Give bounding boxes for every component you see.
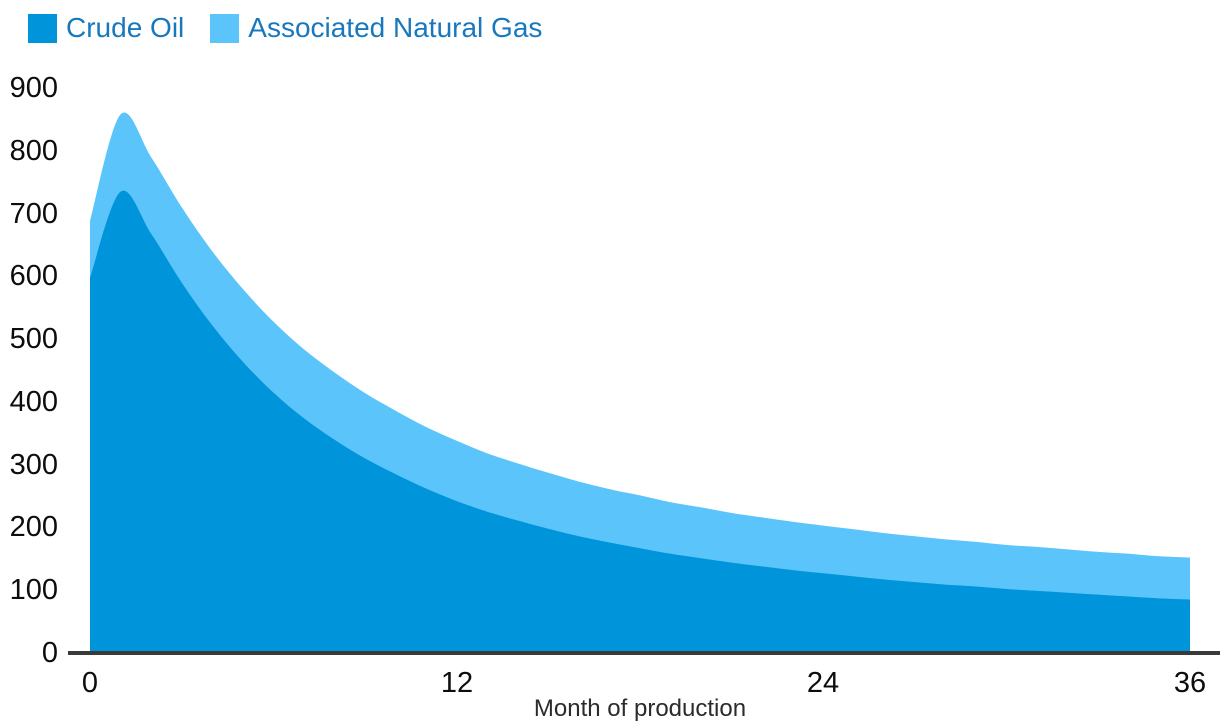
y-tick-label: 900 [9,72,58,104]
natural-gas-swatch-icon [210,13,240,43]
legend-item-natural-gas: Associated Natural Gas [210,13,542,43]
x-tick-label: 12 [440,667,474,699]
y-tick-label: 800 [9,135,58,167]
x-tick-label: 24 [806,667,840,699]
chart-canvas: Crude Oil Associated Natural Gas 0 100 200… [9,13,1220,721]
crude-oil-swatch-icon [28,13,57,43]
y-tick-label: 300 [9,449,58,481]
x-tick-label: 0 [81,667,99,699]
y-tick-label: 100 [9,574,58,606]
crude-oil-area [90,190,1190,653]
decline-curve-area-plot [90,112,1190,653]
legend-item-crude-oil: Crude Oil [28,13,184,43]
legend-label-natural-gas: Associated Natural Gas [248,12,543,43]
x-tick-label: 36 [1173,667,1207,699]
x-axis-line [68,651,1220,655]
y-tick-label: 700 [9,198,58,230]
y-tick-label: 200 [9,511,58,543]
legend-label-crude-oil: Crude Oil [66,12,185,43]
y-tick-label: 600 [9,260,58,292]
x-axis-title: Month of production [533,695,747,722]
chart-legend: Crude Oil Associated Natural Gas [28,13,542,43]
y-tick-label: 400 [9,386,58,418]
y-tick-label: 500 [9,323,58,355]
y-tick-label: 0 [41,637,58,669]
